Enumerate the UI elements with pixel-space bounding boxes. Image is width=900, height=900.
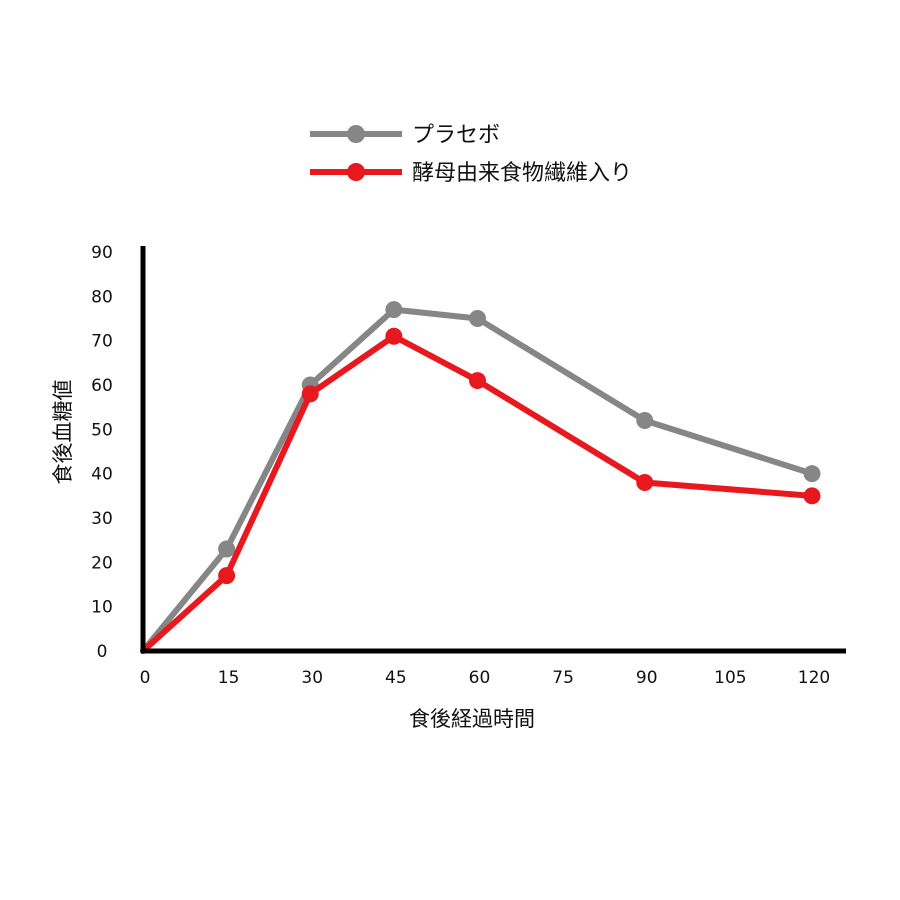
y-tick-label: 60 [91, 376, 113, 396]
x-tick-label: 120 [798, 668, 830, 688]
x-tick-label: 105 [714, 668, 746, 688]
y-tick-label: 90 [91, 243, 113, 263]
legend-marker [347, 163, 365, 181]
series-line [140, 306, 815, 654]
data-point [469, 310, 486, 327]
data-point [469, 372, 486, 390]
legend-label: プラセボ [412, 123, 500, 148]
data-point [803, 465, 821, 483]
x-tick-label: 75 [552, 668, 574, 688]
y-axis-title: 食後血糖値 [51, 380, 75, 485]
data-point [301, 385, 319, 403]
x-tick-label: 0 [140, 668, 151, 688]
data-point [636, 474, 654, 492]
x-tick-label: 45 [385, 668, 407, 688]
x-axis-title: 食後経過時間 [409, 707, 535, 731]
data-point [385, 327, 403, 345]
legend-item: 酵母由来食物繊維入り [310, 161, 632, 186]
x-tick-label: 15 [218, 668, 240, 688]
data-point [636, 411, 654, 429]
legend-marker [347, 125, 365, 143]
y-tick-label: 50 [91, 420, 113, 440]
series-layer [140, 301, 821, 654]
legend-item: プラセボ [310, 123, 500, 148]
y-tick-label: 0 [97, 642, 108, 662]
data-point [218, 540, 236, 558]
legend-label: 酵母由来食物繊維入り [412, 161, 632, 186]
y-tick-label: 40 [91, 465, 113, 485]
data-point [803, 487, 821, 505]
y-tick-label: 30 [91, 509, 113, 529]
series-2 [140, 327, 821, 654]
y-tick-label: 10 [91, 598, 113, 618]
y-tick-labels: 0 10 20 30 40 50 60 70 80 90 [91, 243, 113, 662]
y-tick-label: 70 [91, 332, 113, 352]
y-tick-label: 80 [91, 287, 113, 307]
y-tick-label: 20 [91, 553, 113, 573]
x-tick-label: 60 [469, 668, 491, 688]
x-tick-label: 30 [301, 668, 323, 688]
x-tick-labels: 0 15 30 45 60 75 90 105 120 [140, 668, 831, 688]
axes [140, 246, 846, 654]
x-tick-label: 90 [636, 668, 658, 688]
series-1 [140, 301, 821, 654]
data-point [385, 301, 403, 319]
data-point [218, 567, 236, 585]
